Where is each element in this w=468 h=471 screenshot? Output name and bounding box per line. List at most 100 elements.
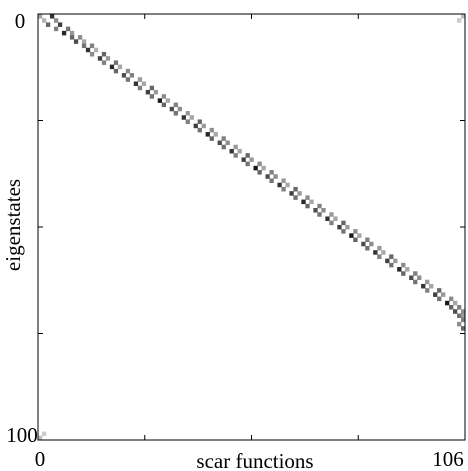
- heatmap-cells: [38, 14, 466, 441]
- heatmap-cell: [461, 14, 466, 19]
- heatmap-cell: [365, 245, 370, 251]
- heatmap-cell: [121, 73, 127, 78]
- heatmap-cell: [245, 161, 250, 167]
- heatmap-cell: [125, 68, 131, 74]
- heatmap-cell: [269, 178, 274, 184]
- heatmap-cell: [209, 127, 214, 133]
- heatmap-cell: [461, 326, 466, 331]
- heatmap-cell: [49, 14, 55, 19]
- heatmap-cell: [437, 296, 442, 302]
- heatmap-cell: [109, 64, 115, 70]
- x-axis-label: scar functions: [196, 449, 313, 471]
- heatmap-cell: [297, 191, 302, 196]
- heatmap-cell: [145, 89, 151, 95]
- heatmap-cell: [133, 81, 139, 87]
- heatmap-cell: [261, 165, 266, 171]
- heatmap-cell: [233, 153, 238, 158]
- heatmap-cell: [421, 283, 426, 289]
- heatmap-cell: [329, 220, 334, 226]
- heatmap-cell: [197, 119, 202, 124]
- heatmap-cell: [113, 60, 119, 65]
- heatmap-cell: [101, 60, 107, 65]
- heatmap-cell: [169, 106, 174, 112]
- heatmap-cell: [149, 85, 155, 91]
- heatmap-cell: [425, 288, 430, 293]
- y-tick-label-min: 0: [15, 9, 26, 33]
- heatmap-cell: [173, 102, 178, 108]
- heatmap-cell: [269, 170, 274, 175]
- heatmap-cell: [429, 283, 434, 289]
- heatmap-cell: [173, 111, 178, 116]
- heatmap-cell: [213, 132, 218, 137]
- heatmap-cell: [329, 212, 334, 217]
- heatmap-cell: [461, 313, 466, 318]
- heatmap-cell: [385, 258, 390, 264]
- heatmap-cell: [69, 30, 75, 36]
- heatmap-cell: [317, 212, 322, 217]
- heatmap-cell: [193, 123, 198, 129]
- heatmap-cell: [117, 64, 123, 70]
- heatmap-cell: [45, 22, 51, 27]
- heatmap-cell: [325, 216, 330, 221]
- heatmap-cell: [97, 56, 103, 61]
- heatmap-cell: [305, 195, 310, 200]
- heatmap-cell: [425, 279, 430, 285]
- heatmap-cell: [345, 224, 350, 230]
- heatmap-cell: [41, 18, 47, 23]
- heatmap-cell: [389, 262, 394, 268]
- heatmap-cell: [453, 309, 458, 314]
- heatmap-cell: [161, 94, 166, 99]
- heatmap-cell: [293, 195, 298, 200]
- heatmap-cell: [401, 262, 406, 268]
- heatmap-cell: [341, 229, 346, 234]
- heatmap-cell: [38, 435, 43, 441]
- heatmap-cell: [65, 26, 71, 32]
- heatmap-cell: [397, 267, 402, 272]
- heatmap-cell: [185, 111, 190, 116]
- heatmap-cell: [281, 178, 286, 184]
- heatmap-cell: [461, 309, 466, 314]
- heatmap-cell: [209, 136, 214, 141]
- heatmap-cell: [357, 233, 362, 238]
- heatmap-cell: [61, 30, 67, 36]
- heatmap-cell: [333, 216, 338, 221]
- heatmap-cell: [389, 254, 394, 259]
- heatmap-cell: [38, 14, 43, 19]
- heatmap-cell: [249, 157, 254, 162]
- heatmap-cell: [313, 208, 318, 213]
- heatmap-cell: [373, 250, 378, 255]
- heatmap-cell: [353, 229, 358, 234]
- heatmap-cell: [89, 43, 95, 49]
- heatmap-cell: [337, 224, 342, 230]
- heatmap-cell: [77, 35, 83, 40]
- axis-ticks: [37, 13, 466, 441]
- heatmap-cell: [449, 296, 454, 302]
- heatmap-cell: [361, 241, 366, 247]
- heatmap-cell: [165, 98, 170, 103]
- heatmap-cell: [253, 165, 258, 171]
- heatmap-cell: [245, 153, 250, 158]
- heatmap-cell: [149, 94, 155, 99]
- y-tick-label-max: 100: [6, 423, 38, 447]
- heatmap-cell: [81, 43, 87, 49]
- heatmap-cell: [57, 22, 63, 27]
- heatmap-cell: [53, 26, 59, 32]
- heatmap-cell: [413, 279, 418, 285]
- heatmap-cell: [369, 241, 374, 247]
- heatmap-cell: [73, 39, 79, 44]
- heatmap-cell: [201, 123, 206, 129]
- heatmap-cell: [93, 47, 99, 53]
- heatmap-cell: [273, 174, 278, 179]
- heatmap-cell: [41, 431, 47, 437]
- heatmap-cell: [449, 305, 454, 310]
- heatmap-cell: [229, 148, 234, 154]
- heatmap-cell: [289, 191, 294, 196]
- heatmap-cell: [377, 245, 382, 251]
- heatmap-cell: [417, 275, 422, 281]
- heatmap-cell: [197, 127, 202, 133]
- heatmap-cell: [161, 102, 166, 108]
- heatmap-cell: [189, 115, 194, 120]
- heatmap-cell: [81, 39, 87, 44]
